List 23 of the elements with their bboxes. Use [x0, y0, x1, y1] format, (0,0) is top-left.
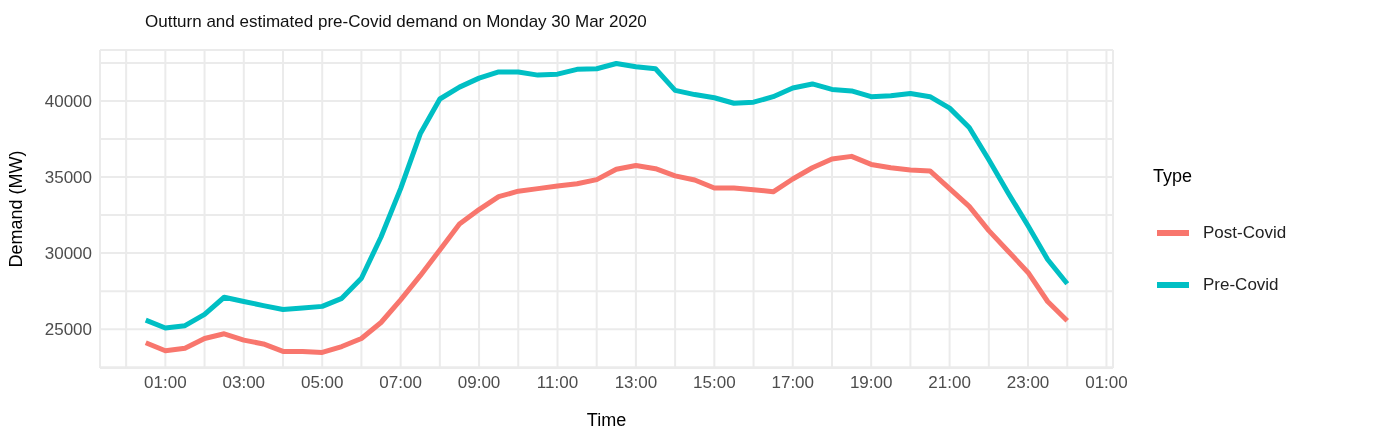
y-tick-label: 40000: [44, 92, 92, 112]
legend-label: Pre-Covid: [1203, 275, 1279, 295]
chart-title: Outturn and estimated pre-Covid demand on Monday 30 Mar 2020: [144, 11, 648, 33]
x-tick-label: 09:00: [457, 373, 501, 393]
x-tick-label: 21:00: [928, 373, 971, 393]
x-axis-title: Time: [586, 409, 627, 430]
y-axis-title: Demand (MW): [6, 150, 27, 268]
x-tick-label: 03:00: [222, 373, 266, 393]
x-tick-label: 01:00: [1085, 373, 1128, 393]
x-tick-label: 05:00: [300, 373, 344, 393]
x-tick-label: 01:00: [144, 373, 187, 393]
x-tick-label: 23:00: [1006, 373, 1050, 393]
legend-label: Post-Covid: [1203, 223, 1287, 243]
y-tick-label: 25000: [44, 320, 92, 340]
x-tick-label: 11:00: [536, 373, 579, 393]
x-tick-label: 13:00: [614, 373, 658, 393]
x-tick-label: 15:00: [693, 373, 736, 393]
legend-title: Type: [1153, 166, 1194, 187]
x-tick-label: 17:00: [771, 373, 815, 393]
y-tick-label: 30000: [44, 244, 92, 264]
x-tick-label: 07:00: [379, 373, 422, 393]
y-tick-label: 35000: [44, 168, 92, 188]
x-tick-label: 19:00: [849, 373, 893, 393]
